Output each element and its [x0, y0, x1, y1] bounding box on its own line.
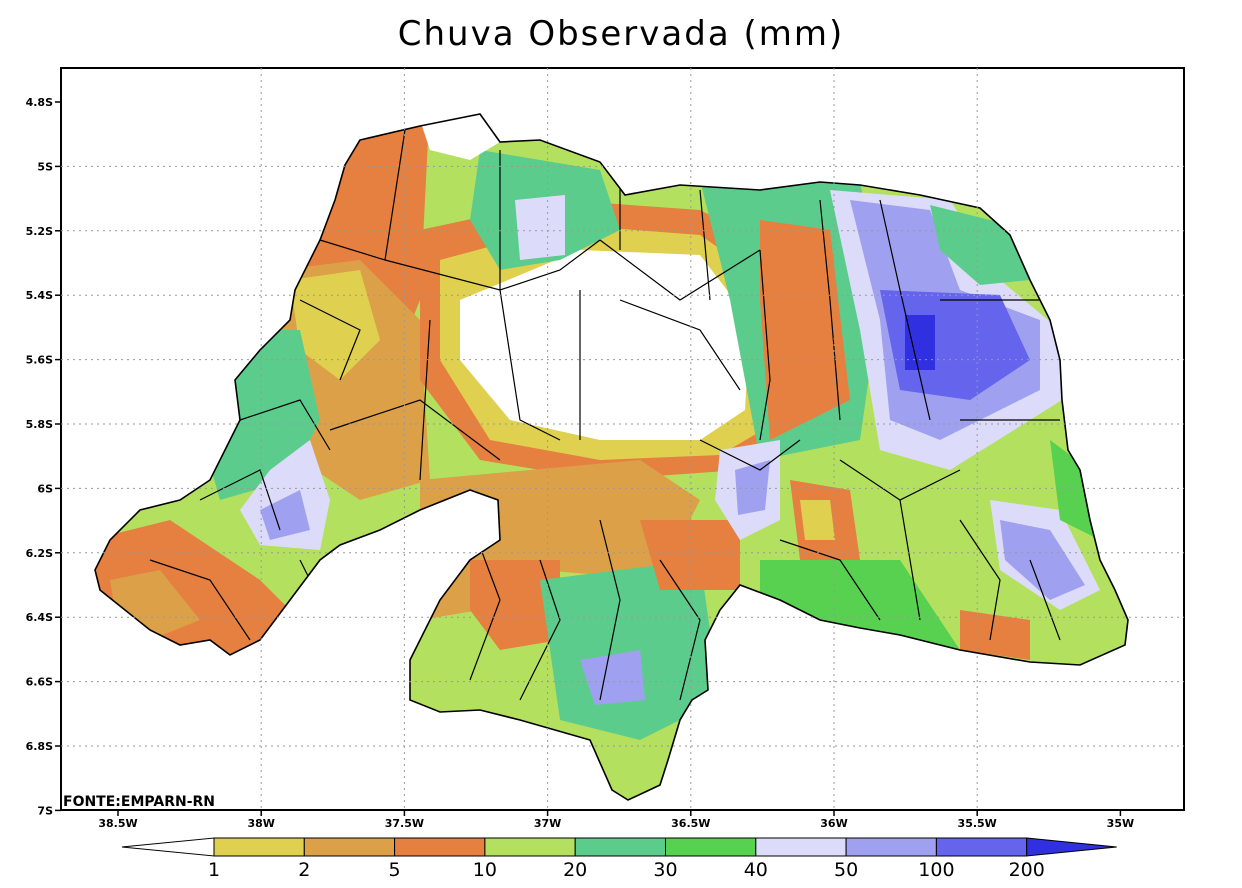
field-far-east-orange: [960, 610, 1030, 660]
colorbar-over-arrow: [1026, 837, 1117, 857]
field-yellow-west: [290, 270, 380, 380]
lat-tick-label: 6S: [37, 482, 53, 495]
lat-tick-label: 6.2S: [26, 547, 53, 560]
field-west-lavender-inner: [260, 490, 310, 540]
field-center-east-lavender-inner: [735, 460, 770, 515]
colorbar-label: 2: [298, 859, 310, 881]
lat-tick-label: 5.6S: [26, 354, 53, 367]
colorbar-box: [845, 837, 937, 857]
lon-tick-label: 37W: [534, 817, 561, 830]
colorbar-label: 20: [563, 859, 587, 881]
longitude-axis: 38.5W 38W 37.5W 37W 36.5W 36W 35.5W 35W: [98, 810, 1134, 830]
colorbar-label: 40: [744, 859, 768, 881]
colorbar-label: 1: [208, 859, 220, 881]
field-south-orange: [470, 560, 560, 650]
lon-tick-label: 37.5W: [385, 817, 424, 830]
lon-tick-label: 35.5W: [958, 817, 997, 830]
lat-tick-label: 5.8S: [26, 418, 53, 431]
field-east-deep-blue: [905, 315, 935, 370]
colorbar-box: [213, 837, 305, 857]
colorbar-box: [935, 837, 1028, 857]
lat-tick-label: 4.8S: [26, 96, 53, 109]
lat-tick-label: 6.8S: [26, 740, 53, 753]
map-title: Chuva Observada (mm): [397, 14, 845, 54]
lat-tick-label: 5S: [37, 160, 53, 173]
colorbar-label: 100: [918, 859, 954, 881]
colorbar-label: 50: [834, 859, 858, 881]
lat-tick-label: 6.4S: [26, 611, 53, 624]
source-label: FONTE:EMPARN-RN: [63, 794, 215, 810]
lat-tick-label: 5.2S: [26, 225, 53, 238]
municipal-boundaries: [149, 129, 1061, 701]
field-south-lavender: [580, 650, 645, 705]
lon-tick-label: 36W: [820, 817, 847, 830]
field-northwest-white: [420, 114, 500, 160]
colorbar-box: [574, 837, 667, 857]
colorbar-label: 30: [653, 859, 677, 881]
colorbar-box: [394, 837, 486, 857]
lat-tick-label: 5.4S: [26, 289, 53, 302]
colorbar-under-arrow: [121, 837, 215, 857]
field-southeast-lavender-inner: [1000, 520, 1085, 600]
lon-tick-label: 36.5W: [671, 817, 710, 830]
colorbar-label: 5: [389, 859, 401, 881]
lon-tick-label: 38.5W: [98, 817, 137, 830]
field-southeast-orange: [640, 520, 740, 590]
latitude-axis: 4.8S 5S 5.2S 5.4S 5.6S 5.8S 6S 6.2S 6.4S 6.6S 6.8S…: [26, 96, 61, 817]
colorbar-label: 10: [473, 859, 497, 881]
colorbar-label: 200: [1009, 859, 1045, 881]
field-north-lavender: [515, 195, 565, 260]
lon-tick-label: 38W: [247, 817, 274, 830]
field-south-east-yellow: [800, 500, 835, 540]
colorbar: 1 2 5 10 20 30 40 50 100 200: [121, 837, 1117, 881]
colorbar-box: [303, 837, 396, 857]
lon-tick-label: 35W: [1107, 817, 1134, 830]
field-southeast-green: [760, 560, 960, 650]
field-east-coast-green: [1050, 440, 1100, 540]
field-southwest-green: [540, 560, 720, 740]
colorbar-box: [755, 837, 847, 857]
lat-tick-label: 7S: [37, 804, 53, 817]
colorbar-box: [484, 837, 576, 857]
lat-tick-label: 6.6S: [26, 676, 53, 689]
gridlines: [61, 68, 1184, 810]
colorbar-box: [665, 837, 757, 857]
